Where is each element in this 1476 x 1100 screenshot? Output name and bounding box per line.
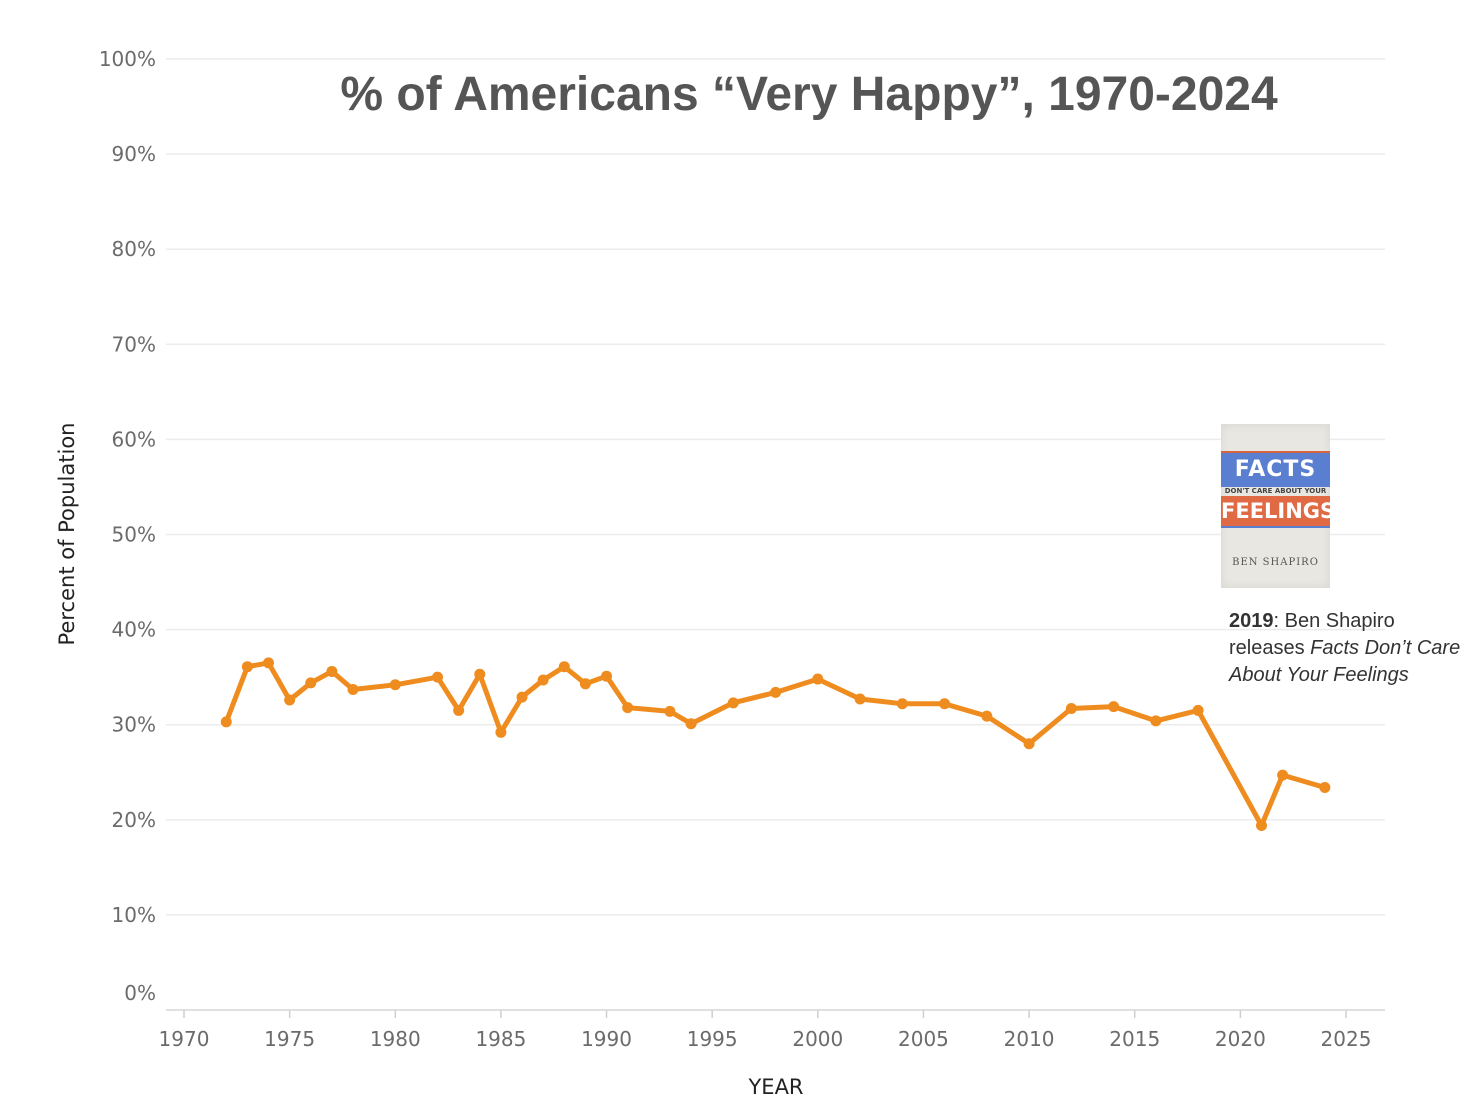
y-axis-ticks: 0% 10% 20% 30% 40% 50% 60% 70% 80% 90% 100% xyxy=(99,47,156,1005)
data-point xyxy=(579,678,591,690)
x-tick-label: 1970 xyxy=(159,1027,210,1051)
data-point xyxy=(241,661,253,673)
data-point xyxy=(1150,715,1162,727)
y-tick-label: 100% xyxy=(99,47,156,71)
x-tick-label: 2000 xyxy=(792,1027,843,1051)
data-point xyxy=(495,726,507,738)
data-point xyxy=(896,698,908,710)
data-point xyxy=(305,677,317,689)
annotation-2019: 2019: Ben Shapiro releases Facts Don’t C… xyxy=(1229,608,1469,689)
data-point xyxy=(685,718,697,730)
x-tick-label: 1995 xyxy=(687,1027,738,1051)
data-point xyxy=(770,686,782,698)
y-tick-label: 0% xyxy=(124,981,156,1005)
data-point xyxy=(1023,738,1035,750)
book-title-line-1: FACTS xyxy=(1221,451,1330,487)
series-very-happy xyxy=(220,657,1331,832)
y-tick-label: 50% xyxy=(112,523,156,547)
x-tick-label: 2010 xyxy=(1004,1027,1055,1051)
data-point xyxy=(1108,701,1120,713)
y-tick-label: 80% xyxy=(112,237,156,261)
data-point xyxy=(516,691,528,703)
data-point xyxy=(854,693,866,705)
y-tick-label: 70% xyxy=(112,332,156,356)
data-point xyxy=(939,698,951,710)
data-point xyxy=(284,694,296,706)
data-point xyxy=(1192,704,1204,716)
gridlines xyxy=(166,58,1385,916)
data-point xyxy=(558,661,570,673)
data-point xyxy=(220,716,232,728)
book-cover-image: FACTS DON'T CARE ABOUT YOUR FEELINGS BEN… xyxy=(1221,424,1335,588)
data-point xyxy=(1277,769,1289,781)
data-point xyxy=(389,679,401,691)
x-tick-label: 1975 xyxy=(264,1027,315,1051)
data-point xyxy=(537,674,549,686)
data-point xyxy=(263,657,275,669)
y-axis-label: Percent of Population xyxy=(55,423,79,646)
x-axis-label: YEAR xyxy=(747,1075,803,1099)
y-tick-label: 30% xyxy=(112,713,156,737)
x-tick-label: 1985 xyxy=(475,1027,526,1051)
y-tick-label: 60% xyxy=(112,427,156,451)
y-tick-label: 40% xyxy=(112,618,156,642)
data-point xyxy=(474,668,486,680)
y-tick-label: 10% xyxy=(112,903,156,927)
x-axis-ticks: 1970 1975 1980 1985 1990 1995 2000 2005 2010 2015… xyxy=(159,1010,1372,1051)
book-title-line-3: FEELINGS xyxy=(1221,496,1335,528)
data-point xyxy=(727,697,739,709)
x-tick-label: 2005 xyxy=(898,1027,949,1051)
data-point xyxy=(326,665,338,677)
x-tick-label: 1990 xyxy=(581,1027,632,1051)
data-point xyxy=(1319,781,1331,793)
data-point xyxy=(1065,703,1077,715)
data-point xyxy=(347,684,359,696)
data-point xyxy=(432,671,444,683)
x-tick-label: 2025 xyxy=(1321,1027,1372,1051)
y-tick-label: 20% xyxy=(112,808,156,832)
data-point xyxy=(664,705,676,717)
x-tick-label: 2020 xyxy=(1215,1027,1266,1051)
data-point xyxy=(453,704,465,716)
data-point xyxy=(601,670,613,682)
x-tick-label: 1980 xyxy=(370,1027,421,1051)
annotation-year: 2019 xyxy=(1229,610,1274,632)
data-point xyxy=(622,702,634,714)
annotation-book-title: Facts Don’t Care About Your Feelings xyxy=(1229,637,1461,686)
y-tick-label: 90% xyxy=(112,142,156,166)
chart-title: % of Americans “Very Happy”, 1970-2024 xyxy=(340,68,1278,121)
book-author: BEN SHAPIRO xyxy=(1232,557,1319,568)
x-tick-label: 2015 xyxy=(1109,1027,1160,1051)
data-point xyxy=(812,673,824,685)
book-title-line-2: DON'T CARE ABOUT YOUR xyxy=(1224,487,1327,495)
data-point xyxy=(1255,820,1267,832)
annotation-text: : Ben Shapiro releases xyxy=(1229,610,1395,659)
data-point xyxy=(981,710,993,722)
